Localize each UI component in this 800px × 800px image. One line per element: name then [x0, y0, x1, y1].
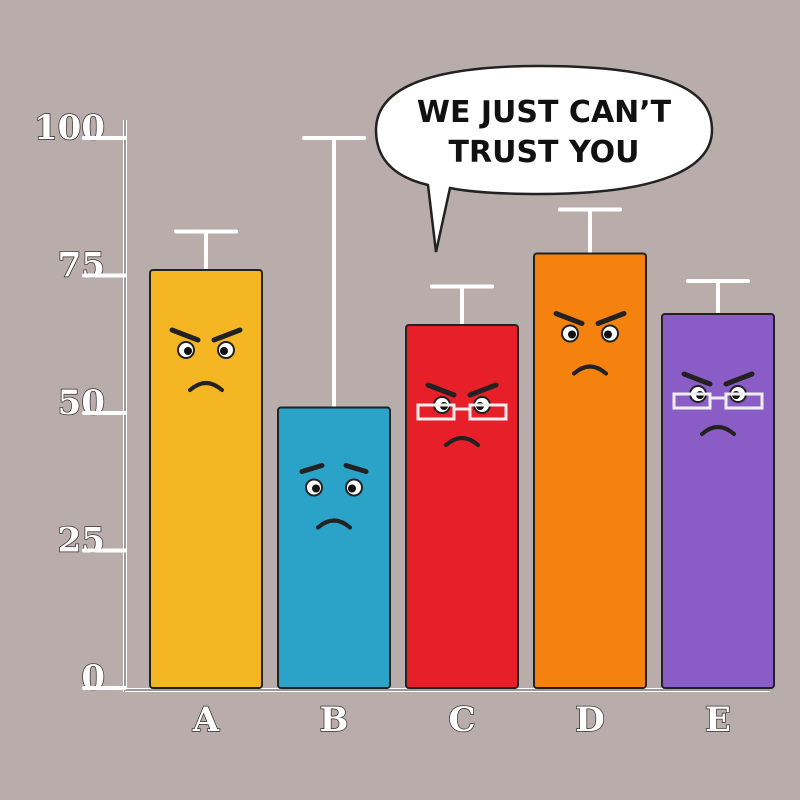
- x-tick-label: A: [192, 700, 220, 740]
- face: [169, 327, 243, 392]
- glasses: [672, 392, 764, 410]
- brow: [553, 311, 627, 326]
- annotation-text: WE JUST CAN’T: [417, 95, 672, 130]
- glasses: [416, 403, 508, 421]
- bar: [533, 252, 647, 689]
- brow: [169, 327, 243, 343]
- y-tick-label: 100: [34, 108, 105, 148]
- y-tick-label: 50: [58, 383, 105, 423]
- pupil: [604, 330, 612, 339]
- y-tick-label: 0: [81, 658, 105, 698]
- pupil: [312, 484, 320, 493]
- pupil: [568, 330, 576, 339]
- pupil: [348, 484, 356, 493]
- brow: [425, 382, 499, 398]
- bar: [661, 313, 775, 689]
- speech-bubble: [374, 64, 714, 253]
- brow: [681, 371, 755, 387]
- pupil: [184, 347, 192, 355]
- mouth: [188, 381, 224, 392]
- bar: [277, 406, 391, 689]
- x-tick-label: B: [320, 700, 349, 740]
- face: [299, 463, 369, 530]
- mouth: [444, 436, 480, 447]
- x-tick-label: D: [575, 700, 604, 740]
- bar: [149, 269, 263, 689]
- x-tick-label: C: [448, 700, 475, 740]
- y-tick-label: 75: [58, 246, 105, 286]
- mouth: [700, 425, 736, 436]
- x-tick-label: E: [705, 700, 731, 740]
- mouth: [572, 364, 608, 376]
- face: [553, 311, 627, 376]
- bar: [405, 324, 519, 689]
- pupil: [220, 347, 228, 355]
- y-tick-label: 25: [58, 521, 105, 561]
- brow: [299, 463, 369, 474]
- face: [416, 382, 508, 447]
- mouth: [316, 518, 352, 530]
- annotation-text: TRUST YOU: [449, 135, 640, 170]
- face: [672, 371, 764, 436]
